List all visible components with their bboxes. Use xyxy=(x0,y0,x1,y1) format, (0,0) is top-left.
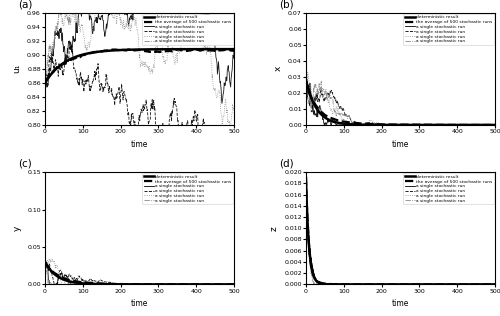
Text: (c): (c) xyxy=(18,159,32,169)
X-axis label: time: time xyxy=(131,140,148,149)
X-axis label: time: time xyxy=(131,299,148,308)
Y-axis label: u₁: u₁ xyxy=(12,64,22,74)
Y-axis label: z: z xyxy=(270,226,278,231)
Y-axis label: y: y xyxy=(12,226,22,231)
Text: (b): (b) xyxy=(280,0,294,9)
Y-axis label: x: x xyxy=(274,66,282,71)
Legend: deterministic result, the average of 500 stochastic runs, a single stochastic ru: deterministic result, the average of 500… xyxy=(404,14,494,45)
Legend: deterministic result, the average of 500 stochastic runs, a single stochastic ru: deterministic result, the average of 500… xyxy=(404,173,494,204)
Text: (a): (a) xyxy=(18,0,33,9)
Legend: deterministic result, the average of 500 stochastic runs, a single stochastic ru: deterministic result, the average of 500… xyxy=(142,14,233,45)
Legend: deterministic result, the average of 500 stochastic runs, a single stochastic ru: deterministic result, the average of 500… xyxy=(142,173,233,204)
Text: (d): (d) xyxy=(280,159,294,169)
X-axis label: time: time xyxy=(392,299,409,308)
X-axis label: time: time xyxy=(392,140,409,149)
